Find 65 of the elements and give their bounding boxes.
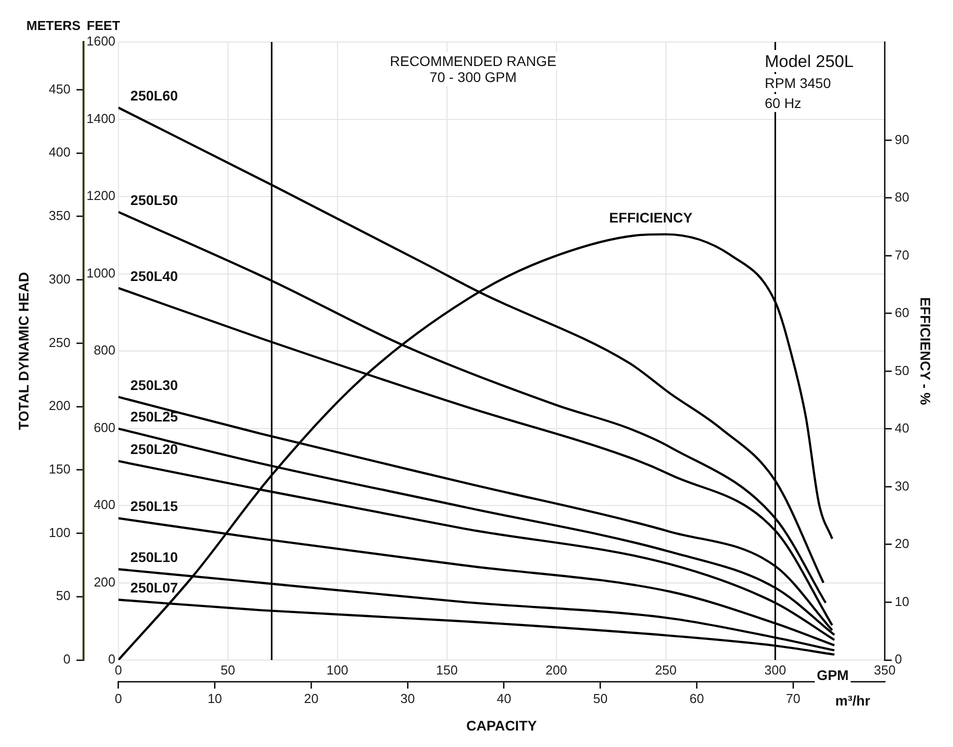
annotation: RPM 3450 [764, 75, 832, 91]
text: GPM [816, 667, 849, 683]
y3-tick-label: 400 [48, 144, 70, 160]
y-tick-label: 400 [94, 497, 116, 512]
x-tick-label: 350 [874, 662, 896, 678]
x2-tick-label: 30 [400, 690, 415, 706]
y-tick-label: 600 [94, 420, 116, 435]
y3-tick-label: 50 [56, 588, 70, 604]
y3-tick-label: 150 [48, 462, 70, 476]
x-tick-label: 150 [436, 662, 458, 678]
x-tick-label: 200 [545, 662, 568, 678]
y2-tick-label: 30 [894, 478, 910, 494]
y-tick-label: 0 [108, 652, 116, 667]
series-label: 250L60 [130, 88, 178, 104]
annotation: RECOMMENDED RANGE [390, 53, 556, 69]
text: METERS [26, 18, 81, 33]
y2-tick-label: 60 [894, 305, 910, 320]
series-label: 250L40 [130, 268, 178, 284]
y-tick-label: 1600 [86, 34, 116, 49]
y2-axis-title: EFFICIENCY - % [918, 297, 934, 406]
y-tick-label: 1400 [86, 110, 116, 126]
annotation: 60 Hz [764, 95, 802, 111]
y3-tick-label: 200 [48, 398, 70, 414]
y3-tick-label: 0 [63, 652, 70, 667]
y2-tick-label: 80 [894, 190, 910, 205]
text: m³/hr [835, 692, 871, 709]
x2-tick-label: 50 [593, 690, 608, 706]
y-tick-label: 800 [94, 342, 116, 358]
x2-tick-label: 40 [496, 690, 512, 706]
series-label: 250L30 [130, 376, 178, 393]
series-label: 250L50 [130, 192, 178, 208]
y3-tick-label: 450 [48, 81, 70, 96]
x-tick-label: 50 [220, 662, 236, 678]
text: Model 250L [764, 52, 854, 71]
y2-tick-label: 50 [894, 362, 910, 378]
y3-tick-label: 350 [48, 208, 70, 224]
y-tick-label: 1200 [86, 188, 116, 204]
y2-tick-label: 40 [894, 420, 910, 436]
y-axis-title: TOTAL DYNAMIC HEAD [15, 272, 32, 430]
series-label: 250L07 [130, 580, 178, 596]
x-tick-label: 300 [764, 662, 786, 678]
text: FEET [86, 18, 120, 33]
series-label: 250L25 [130, 408, 178, 425]
x-axis-title: CAPACITY [466, 717, 538, 734]
series-label: 250L15 [130, 498, 178, 514]
x2-tick-label: 60 [690, 690, 704, 706]
y3-tick-label: 250 [48, 334, 70, 350]
y2-tick-label: 90 [894, 132, 910, 147]
series-label: EFFICIENCY [609, 209, 694, 226]
x-tick-label: 100 [326, 662, 348, 678]
x2-tick-label: 20 [304, 690, 318, 706]
x2-tick-label: 70 [786, 690, 800, 706]
annotation: 70 - 300 GPM [430, 69, 517, 85]
y3-tick-label: 100 [48, 524, 70, 540]
x2-tick-label: 10 [208, 690, 222, 706]
y-tick-label: 1000 [86, 265, 116, 280]
y2-tick-label: 20 [894, 536, 910, 552]
series-label: 250L10 [130, 549, 178, 566]
x-tick-label: 250 [654, 662, 677, 678]
y3-tick-label: 300 [48, 271, 70, 286]
y2-tick-label: 10 [894, 594, 910, 609]
y2-tick-label: 70 [894, 247, 910, 262]
y-tick-label: 200 [94, 574, 116, 590]
series-label: 250L20 [130, 441, 178, 458]
y2-tick-label: 0 [894, 652, 902, 667]
